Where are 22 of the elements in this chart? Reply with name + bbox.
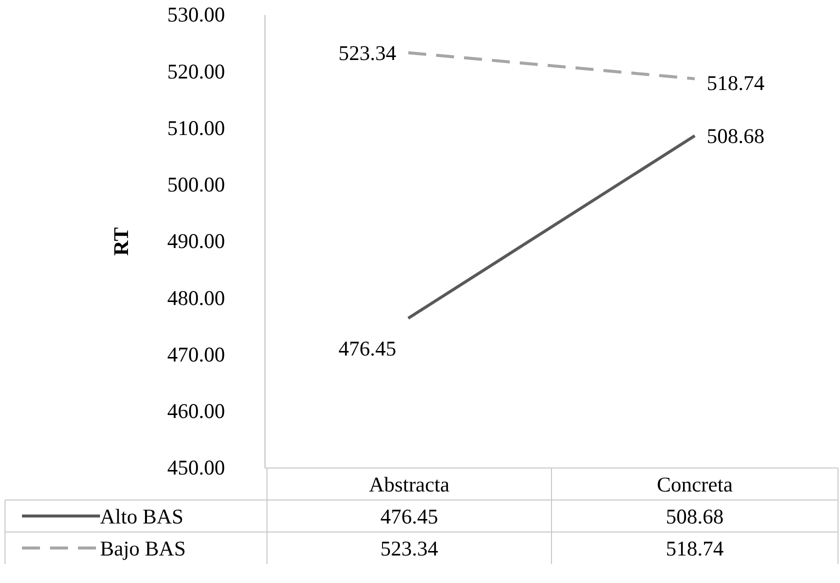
text: 476.45	[338, 336, 396, 361]
data-label: 476.45	[380, 504, 438, 528]
y-tick-label: 500.00	[167, 172, 225, 197]
y-tick-label: 490.00	[167, 229, 225, 254]
x-tick-label: Abstracta	[369, 472, 450, 496]
text: 508.68	[706, 124, 764, 148]
data-label: 523.34	[380, 536, 439, 560]
y-tick-label: 520.00	[167, 59, 225, 84]
text: 523.34	[338, 41, 396, 66]
y-tick-label: 450.00	[167, 456, 225, 480]
y-tick-label: 510.00	[167, 116, 225, 140]
text: 518.74	[706, 71, 764, 96]
legend-label: Alto BAS	[100, 504, 184, 528]
y-tick-label: 460.00	[167, 399, 225, 424]
data-label: 518.74	[666, 536, 724, 560]
y-tick-label: 470.00	[167, 342, 225, 366]
x-tick-label: Concreta	[656, 472, 734, 496]
legend-label: Bajo BAS	[100, 536, 186, 560]
y-tick-label: 530.00	[167, 2, 225, 27]
y-tick-label: 480.00	[167, 286, 225, 310]
data-label: 508.68	[666, 504, 724, 528]
y-axis-title: RT	[109, 227, 133, 256]
